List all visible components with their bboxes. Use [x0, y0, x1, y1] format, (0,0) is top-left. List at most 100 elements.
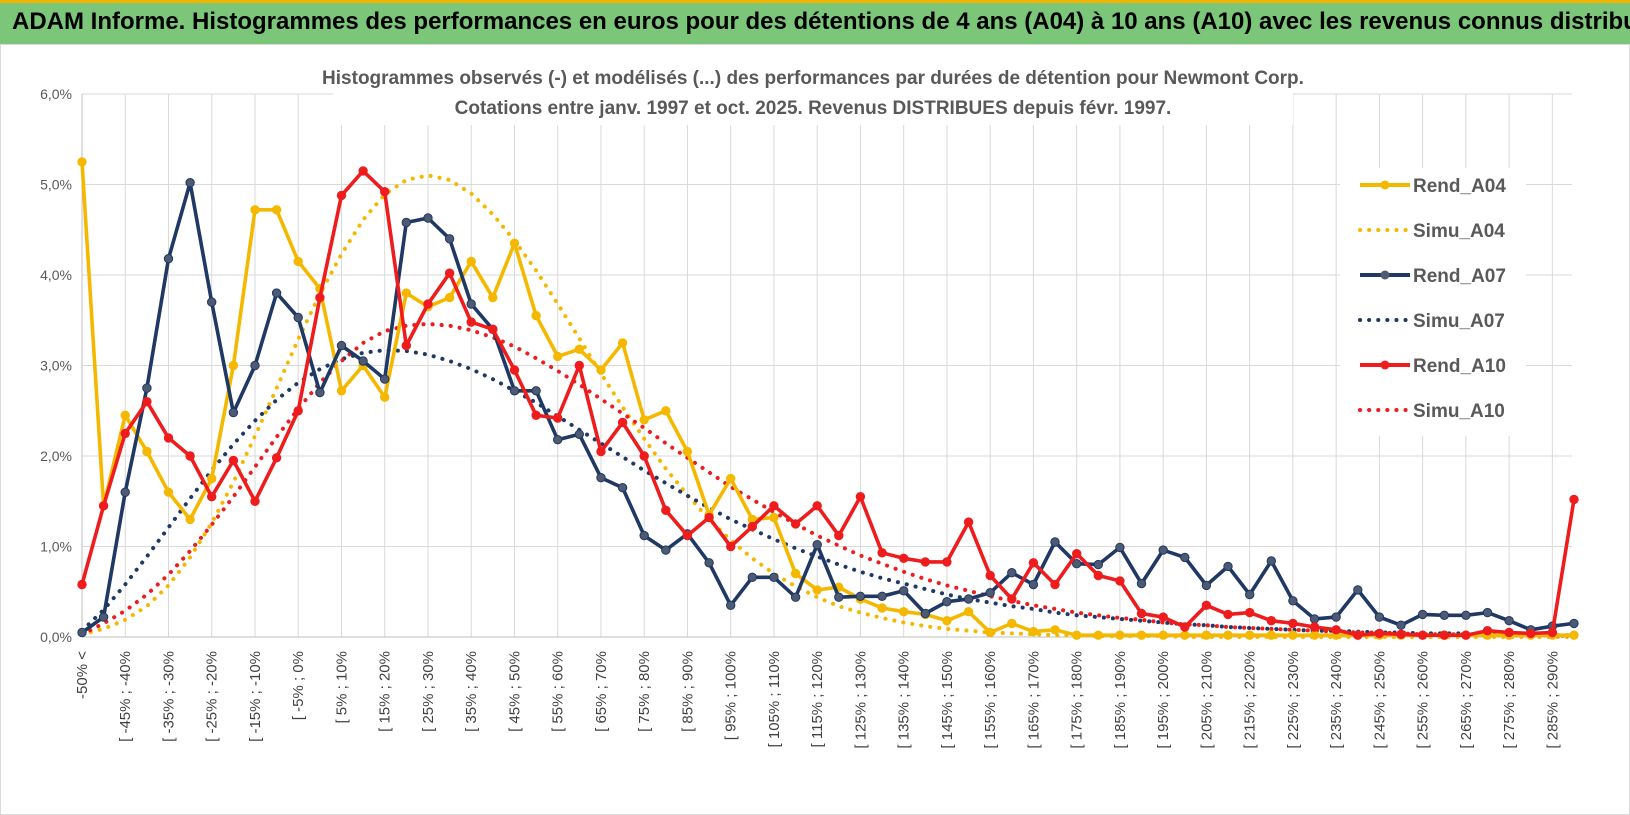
- data-point-rend_a10: [77, 579, 87, 590]
- data-point-rend_a07: [163, 254, 174, 264]
- data-point-rend_a07: [1266, 556, 1277, 566]
- data-point-rend_a10: [1309, 622, 1320, 632]
- data-point-rend_a04: [682, 446, 693, 457]
- data-point-rend_a10: [812, 501, 822, 511]
- data-point-rend_a10: [877, 548, 887, 558]
- y-tick-label: 1,0%: [40, 539, 72, 555]
- data-point-rend_a07: [1569, 618, 1579, 629]
- data-point-rend_a07: [617, 483, 628, 493]
- data-point-rend_a10: [1374, 628, 1385, 639]
- data-point-rend_a04: [1158, 630, 1168, 640]
- data-point-rend_a04: [1136, 630, 1147, 640]
- data-point-rend_a10: [747, 521, 757, 532]
- legend-marker-rend_a07: [1380, 270, 1390, 280]
- legend-label-rend_a10: Rend_A10: [1413, 356, 1506, 377]
- data-point-rend_a07: [1136, 578, 1147, 589]
- data-point-rend_a10: [899, 553, 909, 563]
- data-point-rend_a07: [336, 340, 347, 351]
- data-point-rend_a04: [899, 607, 909, 617]
- x-tick-label: [ -25% ; -20%: [204, 651, 221, 742]
- data-point-rend_a04: [293, 256, 303, 267]
- data-point-rend_a10: [553, 413, 563, 423]
- data-point-rend_a07: [1180, 552, 1190, 563]
- legend-label-rend_a04: Rend_A04: [1413, 176, 1506, 197]
- data-point-rend_a04: [1072, 630, 1082, 640]
- data-point-rend_a04: [185, 514, 195, 525]
- data-point-rend_a10: [1093, 570, 1104, 581]
- data-point-rend_a10: [1115, 576, 1125, 586]
- x-tick-label: [ 125% ; 130%: [852, 651, 869, 749]
- data-point-rend_a07: [1482, 607, 1493, 618]
- data-point-rend_a07: [1288, 596, 1298, 606]
- data-point-rend_a07: [250, 360, 260, 371]
- data-point-rend_a07: [315, 387, 325, 398]
- data-point-rend_a07: [1115, 542, 1125, 553]
- data-point-rend_a07: [401, 217, 411, 228]
- x-tick-label: [ 65% ; 70%: [593, 651, 610, 732]
- data-point-rend_a04: [380, 392, 390, 402]
- data-point-rend_a07: [899, 586, 909, 596]
- y-tick-label: 6,0%: [40, 86, 72, 102]
- header-banner: ADAM Informe. Histogrammes des performan…: [0, 0, 1630, 44]
- x-tick-label: [ 285% ; 290%: [1544, 651, 1561, 749]
- data-point-rend_a04: [1309, 630, 1320, 640]
- y-tick-label: 3,0%: [40, 358, 72, 374]
- data-point-rend_a10: [963, 517, 974, 527]
- data-point-rend_a10: [639, 451, 649, 461]
- data-point-rend_a04: [401, 288, 411, 298]
- data-point-rend_a07: [639, 530, 649, 541]
- data-point-rend_a07: [466, 299, 476, 309]
- data-point-rend_a10: [98, 501, 109, 511]
- series-line-rend_a10: [80, 169, 1576, 638]
- x-tick-label: [ -5% ; 0%: [290, 651, 307, 720]
- data-point-rend_a07: [120, 487, 130, 497]
- data-point-rend_a04: [553, 351, 563, 362]
- data-point-rend_a04: [488, 292, 498, 303]
- data-point-rend_a10: [1526, 628, 1536, 639]
- data-point-rend_a07: [1461, 610, 1471, 620]
- legend: Rend_A04 Simu_A04 Rend_A07 Simu_A07 Rend_A10…: [1340, 168, 1526, 436]
- data-point-rend_a07: [1396, 620, 1406, 630]
- data-point-rend_a07: [509, 386, 520, 396]
- data-point-rend_a04: [574, 344, 584, 354]
- data-point-rend_a04: [617, 338, 628, 348]
- data-point-rend_a10: [250, 496, 260, 506]
- x-tick-label: [ 185% ; 190%: [1112, 651, 1129, 749]
- data-point-rend_a07: [228, 407, 239, 418]
- series-line-rend_a04: [80, 161, 1574, 638]
- x-tick-label: [ 195% ; 200%: [1155, 651, 1172, 749]
- x-tick-label: [ 15% ; 20%: [377, 651, 394, 732]
- data-point-rend_a10: [1245, 607, 1255, 618]
- data-point-rend_a10: [1396, 629, 1406, 639]
- data-point-rend_a07: [207, 297, 217, 307]
- y-tick-label: 2,0%: [40, 448, 72, 464]
- data-point-rend_a10: [315, 292, 325, 303]
- data-point-rend_a10: [1461, 630, 1471, 640]
- data-point-rend_a07: [1439, 610, 1450, 620]
- data-point-rend_a07: [985, 588, 995, 598]
- data-point-rend_a07: [444, 234, 455, 244]
- data-point-rend_a04: [769, 512, 779, 523]
- data-point-rend_a10: [185, 451, 195, 461]
- x-tick-label: [ 175% ; 180%: [1069, 651, 1086, 749]
- data-point-rend_a10: [682, 530, 693, 541]
- x-tick-label: [ 35% ; 40%: [463, 651, 480, 732]
- data-point-rend_a07: [726, 600, 736, 610]
- y-tick-label: 5,0%: [40, 177, 72, 193]
- data-point-rend_a07: [293, 312, 303, 323]
- data-point-rend_a10: [1288, 618, 1298, 629]
- data-point-rend_a10: [1223, 609, 1233, 620]
- data-point-rend_a07: [358, 356, 368, 366]
- data-point-rend_a04: [271, 205, 282, 215]
- data-point-rend_a07: [1007, 568, 1017, 578]
- data-point-rend_a07: [1331, 612, 1341, 622]
- data-point-rend_a10: [380, 187, 390, 197]
- data-point-rend_a10: [942, 557, 952, 567]
- data-point-rend_a07: [423, 213, 433, 223]
- data-point-rend_a04: [531, 311, 541, 321]
- data-point-rend_a10: [661, 505, 671, 515]
- legend-label-simu_a04: Simu_A04: [1413, 221, 1505, 242]
- data-point-rend_a10: [1547, 627, 1558, 638]
- x-tick-label: [ 85% ; 90%: [679, 651, 696, 732]
- x-tick-label: [ -15% ; -10%: [247, 651, 264, 742]
